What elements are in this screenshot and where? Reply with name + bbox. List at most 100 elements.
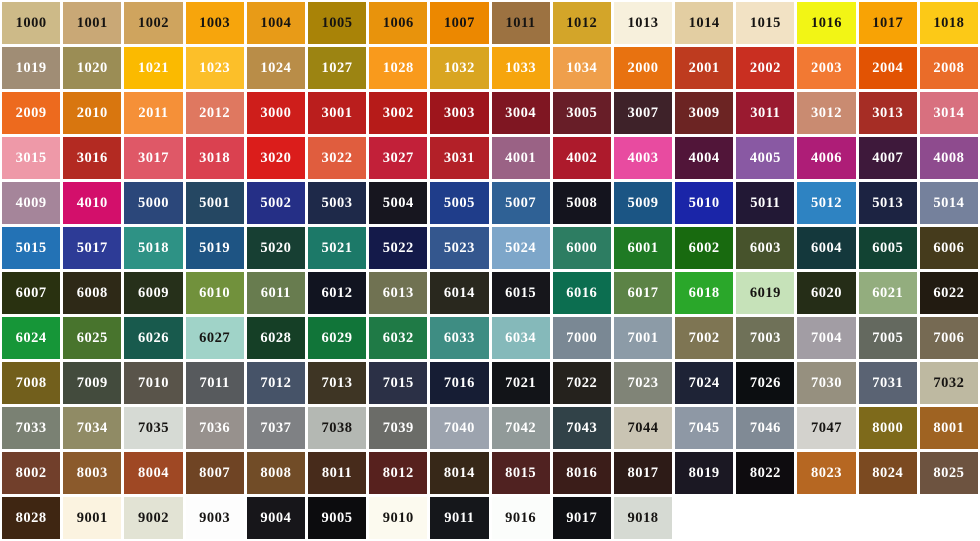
ral-swatch-6018: 6018 [675, 272, 734, 314]
ral-swatch-1015: 1015 [736, 2, 795, 44]
ral-swatch-7031: 7031 [858, 362, 917, 404]
ral-swatch-6021: 6021 [858, 272, 917, 314]
ral-swatch-5014: 5014 [919, 182, 978, 224]
ral-swatch-4002: 4002 [552, 137, 611, 179]
ral-swatch-1013: 1013 [613, 2, 673, 44]
ral-swatch-5012: 5012 [797, 182, 856, 224]
ral-swatch-8022: 8022 [736, 452, 795, 494]
ral-swatch-3011: 3011 [736, 92, 795, 134]
ral-swatch-6004: 6004 [797, 227, 856, 269]
ral-swatch-7036: 7036 [185, 407, 244, 449]
ral-swatch-3012: 3012 [797, 92, 856, 134]
ral-swatch-6032: 6032 [369, 317, 428, 359]
ral-swatch-7001: 7001 [613, 317, 673, 359]
ral-swatch-9011: 9011 [430, 497, 489, 539]
ral-swatch-8017: 8017 [613, 452, 673, 494]
ral-swatch-7005: 7005 [858, 317, 917, 359]
ral-swatch-5021: 5021 [307, 227, 367, 269]
ral-swatch-5004: 5004 [369, 182, 428, 224]
ral-swatch-7003: 7003 [736, 317, 795, 359]
ral-swatch-8025: 8025 [919, 452, 978, 494]
ral-swatch-3014: 3014 [919, 92, 978, 134]
ral-swatch-8001: 8001 [919, 407, 978, 449]
ral-swatch-1007: 1007 [430, 2, 489, 44]
ral-swatch-1020: 1020 [63, 47, 122, 89]
ral-swatch-7033: 7033 [2, 407, 61, 449]
ral-swatch-3009: 3009 [675, 92, 734, 134]
ral-swatch-7013: 7013 [307, 362, 367, 404]
ral-swatch-5009: 5009 [613, 182, 673, 224]
ral-swatch-2009: 2009 [2, 92, 61, 134]
ral-swatch-7006: 7006 [919, 317, 978, 359]
ral-swatch-5013: 5013 [858, 182, 917, 224]
ral-swatch-7046: 7046 [736, 407, 795, 449]
ral-swatch-3007: 3007 [613, 92, 673, 134]
ral-swatch-6009: 6009 [124, 272, 183, 314]
ral-swatch-3018: 3018 [185, 137, 244, 179]
ral-swatch-1019: 1019 [2, 47, 61, 89]
ral-swatch-7038: 7038 [307, 407, 367, 449]
ral-swatch-1023: 1023 [185, 47, 244, 89]
ral-swatch-1027: 1027 [307, 47, 367, 89]
ral-swatch-8003: 8003 [63, 452, 122, 494]
ral-swatch-1032: 1032 [430, 47, 489, 89]
ral-swatch-7010: 7010 [124, 362, 183, 404]
ral-swatch-7034: 7034 [63, 407, 122, 449]
ral-swatch-6014: 6014 [430, 272, 489, 314]
ral-swatch-8019: 8019 [675, 452, 734, 494]
ral-swatch-1014: 1014 [675, 2, 734, 44]
ral-swatch-8023: 8023 [797, 452, 856, 494]
ral-swatch-5003: 5003 [307, 182, 367, 224]
ral-swatch-4005: 4005 [736, 137, 795, 179]
ral-swatch-5007: 5007 [491, 182, 550, 224]
ral-swatch-6013: 6013 [369, 272, 428, 314]
ral-swatch-6017: 6017 [613, 272, 673, 314]
ral-swatch-6008: 6008 [63, 272, 122, 314]
ral-swatch-5005: 5005 [430, 182, 489, 224]
ral-swatch-7004: 7004 [797, 317, 856, 359]
ral-swatch-5022: 5022 [369, 227, 428, 269]
ral-swatch-7026: 7026 [736, 362, 795, 404]
ral-swatch-1028: 1028 [369, 47, 428, 89]
ral-swatch-7040: 7040 [430, 407, 489, 449]
ral-swatch-6006: 6006 [919, 227, 978, 269]
ral-swatch-5019: 5019 [185, 227, 244, 269]
ral-swatch-1033: 1033 [491, 47, 550, 89]
ral-swatch-7008: 7008 [2, 362, 61, 404]
ral-swatch-9003: 9003 [185, 497, 244, 539]
ral-swatch-7021: 7021 [491, 362, 550, 404]
ral-swatch-6026: 6026 [124, 317, 183, 359]
ral-swatch-6010: 6010 [185, 272, 244, 314]
ral-swatch-2011: 2011 [124, 92, 183, 134]
ral-swatch-5015: 5015 [2, 227, 61, 269]
ral-swatch-9005: 9005 [307, 497, 367, 539]
ral-swatch-4004: 4004 [675, 137, 734, 179]
ral-swatch-3015: 3015 [2, 137, 61, 179]
ral-swatch-7002: 7002 [675, 317, 734, 359]
ral-swatch-2010: 2010 [63, 92, 122, 134]
ral-swatch-7024: 7024 [675, 362, 734, 404]
ral-swatch-6019: 6019 [736, 272, 795, 314]
ral-swatch-4010: 4010 [63, 182, 122, 224]
ral-swatch-3013: 3013 [858, 92, 917, 134]
ral-swatch-5010: 5010 [675, 182, 734, 224]
ral-swatch-9010: 9010 [369, 497, 428, 539]
ral-swatch-7032: 7032 [919, 362, 978, 404]
ral-swatch-3027: 3027 [369, 137, 428, 179]
ral-swatch-5023: 5023 [430, 227, 489, 269]
ral-swatch-1034: 1034 [552, 47, 611, 89]
ral-swatch-1006: 1006 [369, 2, 428, 44]
ral-swatch-7009: 7009 [63, 362, 122, 404]
ral-swatch-1016: 1016 [797, 2, 856, 44]
ral-swatch-1005: 1005 [307, 2, 367, 44]
ral-swatch-8004: 8004 [124, 452, 183, 494]
empty-cell [919, 497, 978, 539]
ral-swatch-1002: 1002 [124, 2, 183, 44]
ral-swatch-3000: 3000 [246, 92, 305, 134]
ral-swatch-8016: 8016 [552, 452, 611, 494]
empty-cell [675, 497, 734, 539]
ral-swatch-5002: 5002 [246, 182, 305, 224]
ral-swatch-9002: 9002 [124, 497, 183, 539]
ral-swatch-3031: 3031 [430, 137, 489, 179]
ral-swatch-6028: 6028 [246, 317, 305, 359]
